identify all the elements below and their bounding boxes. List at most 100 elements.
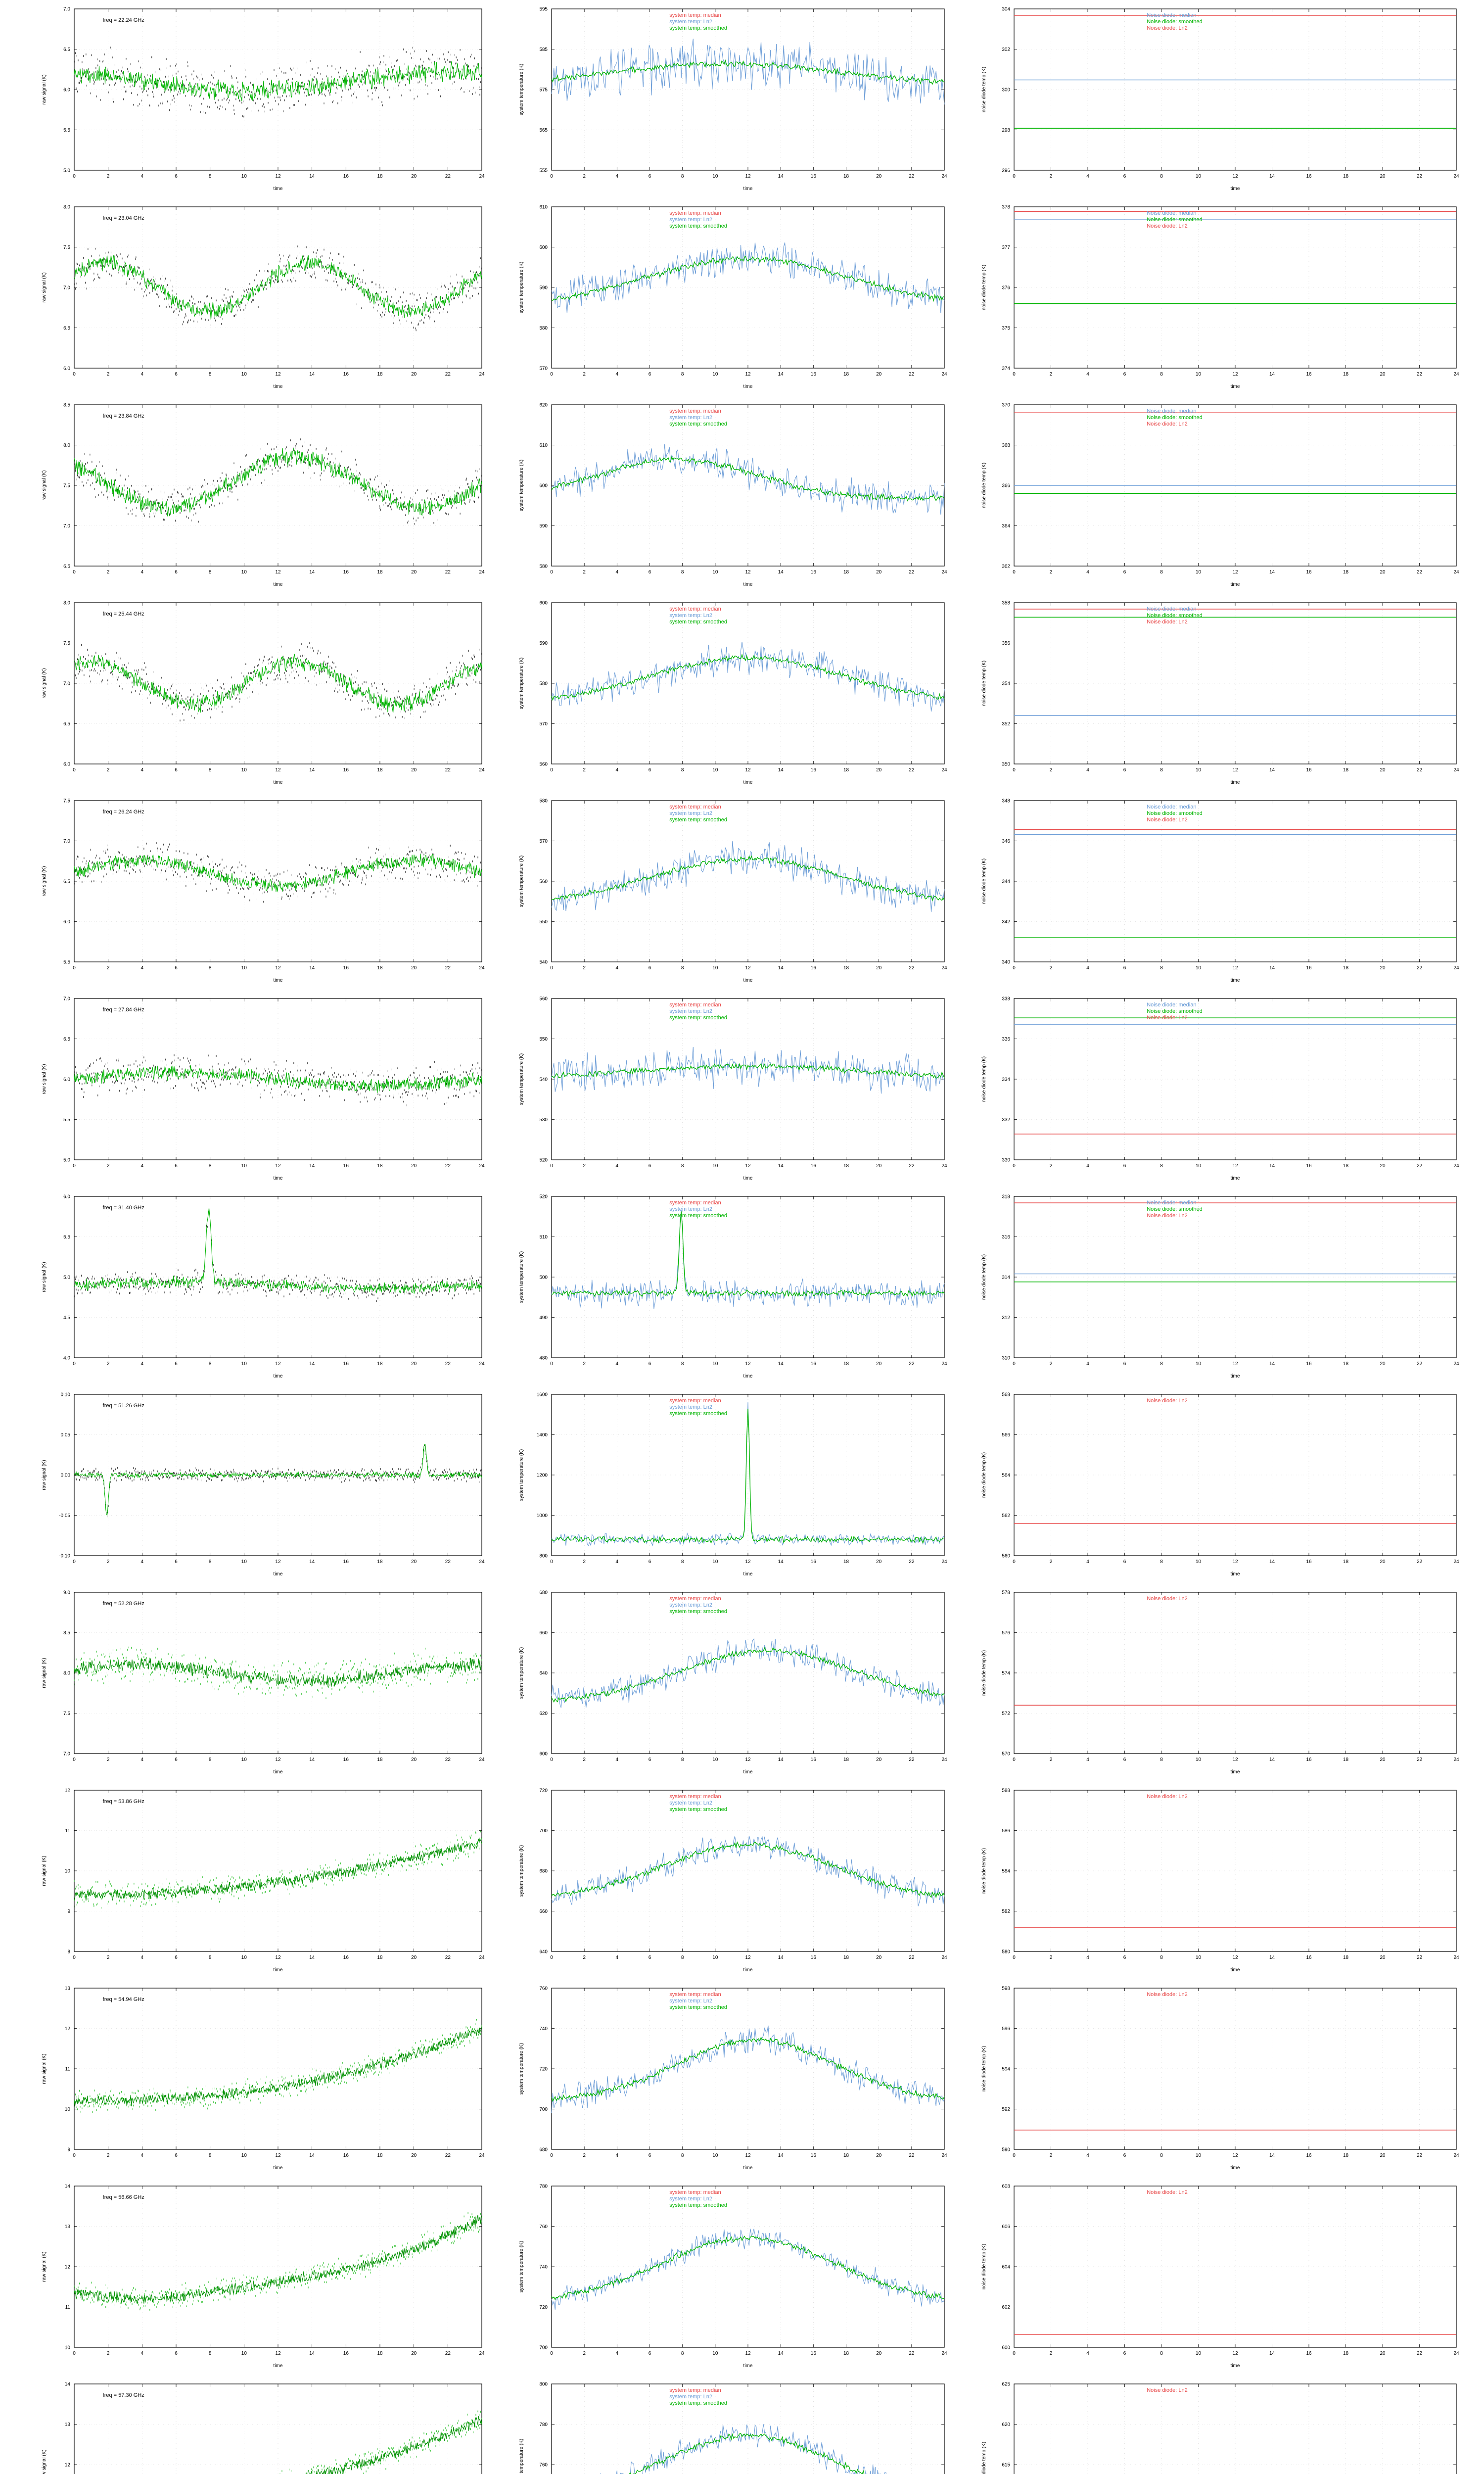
svg-text:4: 4 xyxy=(141,570,144,575)
svg-text:18: 18 xyxy=(843,1361,849,1367)
svg-text:760: 760 xyxy=(539,2224,548,2230)
legend-entry: system temp: smoothed xyxy=(669,1015,727,1021)
svg-text:680: 680 xyxy=(539,1590,548,1596)
svg-text:14: 14 xyxy=(1269,174,1275,179)
svg-text:22: 22 xyxy=(909,2153,915,2158)
freq-annotation: freq = 23.84 GHz xyxy=(103,413,144,419)
svg-text:6: 6 xyxy=(649,1361,651,1367)
freq-annotation: freq = 57.30 GHz xyxy=(103,2392,144,2398)
svg-text:12: 12 xyxy=(1232,1955,1238,1960)
freq-annotation: freq = 54.94 GHz xyxy=(103,1997,144,2002)
svg-text:24: 24 xyxy=(1453,1361,1459,1367)
svg-text:10: 10 xyxy=(241,174,247,179)
svg-text:time: time xyxy=(1231,1967,1240,1973)
svg-text:22: 22 xyxy=(1417,965,1423,971)
plot-cell-r12-c2: 0 2 4 6 8 10 12 14 16 18 20 22 24 700 720 740 760 780 syst… xyxy=(512,2177,952,2371)
svg-text:7.0: 7.0 xyxy=(63,839,70,844)
svg-text:8: 8 xyxy=(1160,2153,1163,2158)
svg-text:8: 8 xyxy=(681,2351,684,2356)
svg-text:20: 20 xyxy=(876,767,882,773)
svg-text:16: 16 xyxy=(1306,965,1312,971)
svg-text:10: 10 xyxy=(241,570,247,575)
legend-entry: Noise diode: median xyxy=(1147,804,1196,810)
svg-text:noise diode temp (K): noise diode temp (K) xyxy=(981,67,987,112)
svg-text:610: 610 xyxy=(539,205,548,210)
svg-text:560: 560 xyxy=(539,997,548,1002)
svg-text:time: time xyxy=(743,384,753,389)
svg-text:12: 12 xyxy=(745,174,751,179)
svg-text:8: 8 xyxy=(209,767,212,773)
svg-text:592: 592 xyxy=(1002,2107,1010,2112)
svg-text:600: 600 xyxy=(539,483,548,489)
legend-entry: system temp: median xyxy=(669,1002,721,1008)
svg-text:18: 18 xyxy=(1343,2153,1349,2158)
svg-text:12: 12 xyxy=(745,2153,751,2158)
svg-text:24: 24 xyxy=(941,1757,947,1762)
svg-text:540: 540 xyxy=(539,960,548,965)
svg-text:12: 12 xyxy=(275,2153,281,2158)
svg-text:20: 20 xyxy=(411,174,417,179)
legend-entry: Noise diode: Ln2 xyxy=(1147,1398,1188,1404)
svg-text:2: 2 xyxy=(1050,1757,1053,1762)
svg-text:566: 566 xyxy=(1002,1432,1010,1438)
svg-text:4: 4 xyxy=(616,174,619,179)
svg-text:16: 16 xyxy=(343,1361,349,1367)
svg-text:4: 4 xyxy=(1086,2351,1089,2356)
svg-text:18: 18 xyxy=(377,174,383,179)
svg-text:18: 18 xyxy=(377,2351,383,2356)
plot-cell-r4-c3: 0 2 4 6 8 10 12 14 16 18 20 22 24 350 352 354 356 358 nois… xyxy=(974,594,1464,788)
svg-text:2: 2 xyxy=(107,1361,110,1367)
svg-text:12: 12 xyxy=(275,1361,281,1367)
svg-text:4.0: 4.0 xyxy=(63,1356,70,1361)
svg-text:7.0: 7.0 xyxy=(63,285,70,291)
svg-text:8: 8 xyxy=(681,1361,684,1367)
svg-text:14: 14 xyxy=(309,965,315,971)
svg-text:20: 20 xyxy=(876,1163,882,1169)
svg-text:time: time xyxy=(743,186,753,191)
svg-text:6: 6 xyxy=(1123,1757,1126,1762)
svg-text:-0.05: -0.05 xyxy=(59,1513,70,1519)
svg-text:22: 22 xyxy=(1417,174,1423,179)
svg-text:16: 16 xyxy=(1306,1163,1312,1169)
svg-text:4: 4 xyxy=(616,372,619,377)
svg-text:12: 12 xyxy=(65,2265,71,2270)
svg-text:system temperature (K): system temperature (K) xyxy=(519,460,524,511)
svg-text:system temperature (K): system temperature (K) xyxy=(519,658,524,709)
svg-text:10: 10 xyxy=(1196,372,1202,377)
svg-text:595: 595 xyxy=(539,7,548,12)
svg-text:10: 10 xyxy=(241,1361,247,1367)
svg-text:14: 14 xyxy=(1269,767,1275,773)
svg-text:350: 350 xyxy=(1002,762,1010,767)
plot-cell-r3-c1: 0 2 4 6 8 10 12 14 16 18 20 22 24 6.5 7.0 7.5 8.0 8.5 raw … xyxy=(35,396,490,590)
svg-text:296: 296 xyxy=(1002,168,1010,174)
svg-text:16: 16 xyxy=(1306,1559,1312,1565)
svg-text:10: 10 xyxy=(712,1757,718,1762)
svg-text:2: 2 xyxy=(107,372,110,377)
svg-text:20: 20 xyxy=(1380,1163,1386,1169)
svg-text:6: 6 xyxy=(1123,1955,1126,1960)
svg-text:24: 24 xyxy=(1453,1163,1459,1169)
svg-text:4: 4 xyxy=(141,1163,144,1169)
svg-text:2: 2 xyxy=(583,1361,586,1367)
svg-text:20: 20 xyxy=(876,2153,882,2158)
svg-text:0: 0 xyxy=(1013,2153,1016,2158)
plot-cell-r4-c1: 0 2 4 6 8 10 12 14 16 18 20 22 24 6.0 6.5 7.0 7.5 8.0 raw … xyxy=(35,594,490,788)
svg-text:12: 12 xyxy=(275,767,281,773)
legend-entry: Noise diode: smoothed xyxy=(1147,1008,1203,1014)
svg-text:14: 14 xyxy=(1269,2351,1275,2356)
legend-entry: system temp: Ln2 xyxy=(669,1206,712,1212)
svg-text:580: 580 xyxy=(1002,1950,1010,1955)
svg-text:720: 720 xyxy=(539,1788,548,1794)
svg-text:12: 12 xyxy=(275,570,281,575)
svg-text:10: 10 xyxy=(712,1361,718,1367)
svg-text:8.5: 8.5 xyxy=(63,1630,70,1636)
svg-text:22: 22 xyxy=(909,1361,915,1367)
svg-text:18: 18 xyxy=(1343,1163,1349,1169)
svg-text:time: time xyxy=(1231,384,1240,389)
svg-text:570: 570 xyxy=(539,839,548,844)
svg-text:8.0: 8.0 xyxy=(63,601,70,606)
svg-text:14: 14 xyxy=(778,2153,784,2158)
legend-entry: Noise diode: smoothed xyxy=(1147,217,1203,223)
svg-text:raw signal (K): raw signal (K) xyxy=(42,1658,47,1688)
svg-text:586: 586 xyxy=(1002,1828,1010,1834)
